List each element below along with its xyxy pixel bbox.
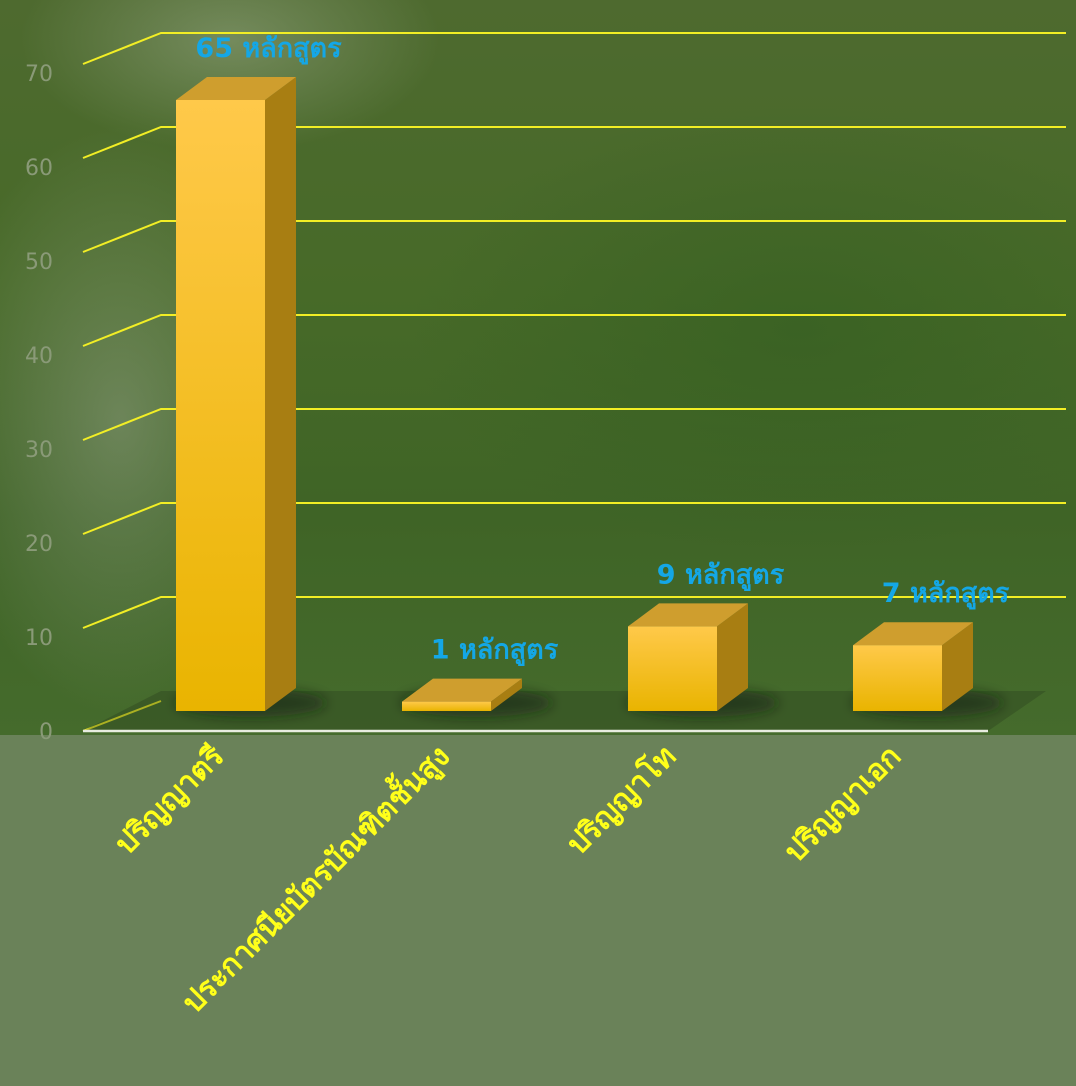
bar-front-face	[628, 626, 717, 711]
y-tick-label: 70	[25, 62, 53, 87]
bar-1	[176, 77, 296, 711]
lower-panel-background	[0, 735, 1076, 1086]
gridline	[82, 408, 1066, 441]
gridline	[82, 126, 1066, 159]
data-label: 7 หลักสูตร	[882, 578, 1010, 610]
bar-front-face	[853, 645, 942, 711]
y-tick-label: 30	[25, 438, 53, 463]
y-tick-label: 0	[39, 720, 53, 745]
data-label: 1 หลักสูตร	[431, 635, 559, 667]
gridline	[82, 596, 1066, 629]
y-tick-label: 60	[25, 156, 53, 181]
gridline	[82, 220, 1066, 253]
gridline	[82, 32, 1066, 65]
bar-side-face	[717, 603, 748, 711]
y-tick-label: 40	[25, 344, 53, 369]
y-tick-label: 10	[25, 626, 53, 651]
category-label: ปริญญาโท	[559, 737, 683, 861]
bar-side-face	[265, 77, 296, 711]
bar-side-face	[491, 678, 522, 711]
bar-side-face	[942, 622, 973, 711]
data-label: 9 หลักสูตร	[657, 559, 785, 591]
data-label: 65 หลักสูตร	[195, 33, 342, 65]
category-label: ปริญญาเอก	[778, 739, 909, 870]
bar-4	[853, 622, 973, 711]
y-tick-label: 20	[25, 532, 53, 557]
bars	[176, 77, 973, 711]
y-tick-label: 50	[25, 250, 53, 275]
gridline	[82, 502, 1066, 535]
bar-top-face	[628, 603, 748, 627]
bar-top-face	[176, 77, 296, 100]
bar-front-face	[402, 701, 491, 711]
category-labels: ปริญญาตรีประกาศนียบัตรบัณฑิตชั้นสูง ปริญญ…	[108, 735, 908, 1021]
bar-front-face	[176, 100, 265, 711]
bar-3	[628, 603, 748, 711]
floor-left-edge	[82, 700, 162, 732]
bar-top-face	[402, 678, 522, 702]
category-label: ปริญญาตรี	[108, 739, 231, 862]
y-axis-ticks: 0 10 20 30 40 50 60 70	[25, 62, 53, 745]
data-labels: 65 หลักสูตร 1 หลักสูตร 9 หลักสูตร 7 หลักสูต…	[195, 33, 1009, 667]
bar-2	[402, 678, 522, 711]
gridline	[82, 314, 1066, 347]
bar-top-face	[853, 622, 973, 646]
